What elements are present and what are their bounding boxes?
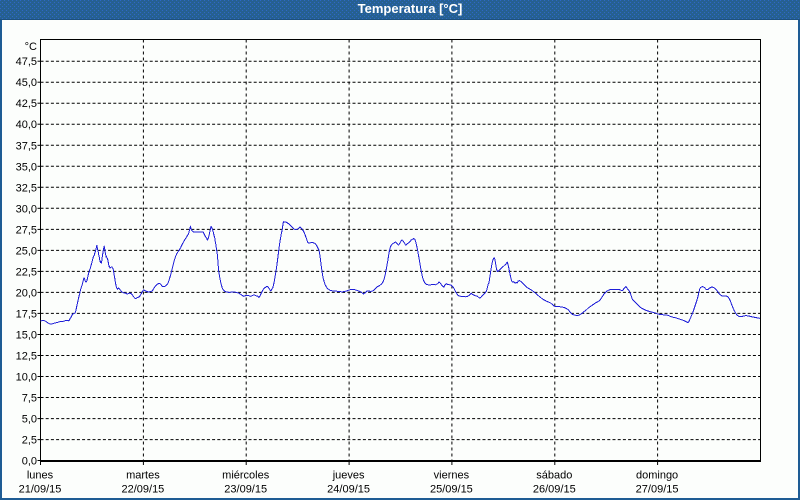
svg-text:martes: martes — [126, 470, 160, 482]
svg-text:10,0: 10,0 — [16, 372, 37, 384]
svg-text:47,5: 47,5 — [16, 56, 37, 68]
svg-text:22/09/15: 22/09/15 — [121, 484, 164, 496]
svg-text:5,0: 5,0 — [22, 414, 37, 426]
svg-text:0,0: 0,0 — [22, 456, 37, 468]
svg-text:jueves: jueves — [332, 470, 365, 482]
svg-text:miércoles: miércoles — [222, 470, 270, 482]
svg-text:23/09/15: 23/09/15 — [224, 484, 267, 496]
svg-text:2,5: 2,5 — [22, 435, 37, 447]
svg-text:40,0: 40,0 — [16, 119, 37, 131]
svg-text:domingo: domingo — [636, 470, 678, 482]
svg-text:12,5: 12,5 — [16, 351, 37, 363]
svg-text:26/09/15: 26/09/15 — [533, 484, 576, 496]
svg-text:27/09/15: 27/09/15 — [636, 484, 679, 496]
svg-text:21/09/15: 21/09/15 — [19, 484, 62, 496]
svg-text:20,0: 20,0 — [16, 287, 37, 299]
svg-text:lunes: lunes — [27, 470, 54, 482]
svg-text:7,5: 7,5 — [22, 393, 37, 405]
svg-text:25/09/15: 25/09/15 — [430, 484, 473, 496]
svg-text:30,0: 30,0 — [16, 203, 37, 215]
svg-text:37,5: 37,5 — [16, 140, 37, 152]
svg-text:17,5: 17,5 — [16, 308, 37, 320]
svg-text:viernes: viernes — [434, 470, 470, 482]
svg-text:32,5: 32,5 — [16, 182, 37, 194]
svg-text:sábado: sábado — [536, 470, 572, 482]
svg-text:35,0: 35,0 — [16, 161, 37, 173]
svg-text:15,0: 15,0 — [16, 330, 37, 342]
svg-text:22,5: 22,5 — [16, 266, 37, 278]
svg-text:42,5: 42,5 — [16, 98, 37, 110]
svg-text:25,0: 25,0 — [16, 245, 37, 257]
svg-text:45,0: 45,0 — [16, 77, 37, 89]
svg-text:27,5: 27,5 — [16, 224, 37, 236]
svg-text:°C: °C — [25, 41, 37, 53]
svg-text:24/09/15: 24/09/15 — [327, 484, 370, 496]
